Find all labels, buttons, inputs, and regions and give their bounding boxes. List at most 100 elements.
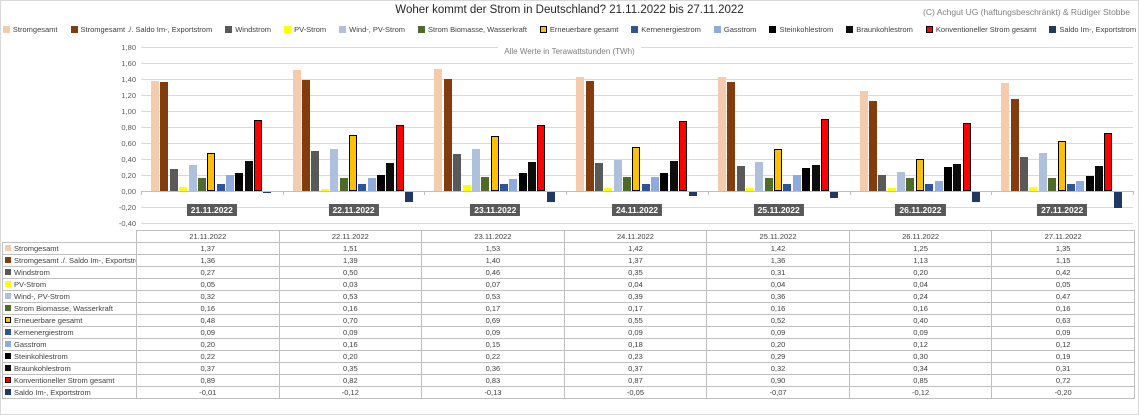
table-value-cell: 0,09 <box>848 326 993 339</box>
table-value-cell: 1,53 <box>421 242 565 255</box>
bar <box>386 163 395 191</box>
legend-item: Braunkohlestrom <box>846 25 913 34</box>
table-value-cell: 0,83 <box>421 374 565 387</box>
bar <box>160 82 169 191</box>
axis-units-wrap: Alle Werte in Terawattstunden (TWh) <box>1 41 1138 59</box>
y-axis-tick-label: 0,00 <box>121 186 136 196</box>
bar <box>471 148 480 191</box>
chart-legend: Stromgesamt Stromgesamt ./. Saldo Im-, Ex… <box>1 25 1138 34</box>
bar <box>311 151 320 191</box>
y-axis-tick-label: 0,60 <box>121 138 136 148</box>
table-value-cell: 0,31 <box>706 266 850 279</box>
bar <box>820 119 829 191</box>
table-series-label-cell: Gasstrom <box>2 338 137 351</box>
table-value-cell: 0,20 <box>848 266 993 279</box>
bar <box>613 159 622 191</box>
table-row: Wind-, PV-Strom 0,32 0,53 0,53 0,39 0,36 0,24 0… <box>2 290 1135 303</box>
legend-swatch-icon <box>1049 26 1057 33</box>
bar <box>1038 153 1047 191</box>
bar <box>235 173 244 191</box>
table-value-cell: 0,39 <box>563 290 708 303</box>
bar <box>462 185 471 191</box>
bar <box>197 178 206 191</box>
table-value-cell: 0,35 <box>563 266 708 279</box>
table-value-cell: 0,52 <box>706 314 850 327</box>
table-value-cell: 0,85 <box>848 374 993 387</box>
bar <box>377 175 385 191</box>
x-axis-category-label: 21.11.2022 <box>186 204 237 216</box>
bar <box>151 81 159 191</box>
y-axis-tick-label: 1,40 <box>121 74 136 84</box>
x-axis-category-label: 25.11.2022 <box>753 204 804 216</box>
bar <box>1029 187 1038 191</box>
table-value-cell: 0,90 <box>706 374 850 387</box>
table-series-label-cell: Stromgesamt <box>2 242 137 255</box>
bar <box>263 192 272 193</box>
y-axis-tick-label: -0,20 <box>118 202 136 212</box>
table-series-label-cell: Wind-, PV-Strom <box>2 290 137 303</box>
legend-item: Windstrom <box>225 25 271 34</box>
y-axis-tick-label: 1,00 <box>121 106 136 116</box>
table-row: Gasstrom 0,20 0,16 0,15 0,18 0,20 0,12 0,12 <box>2 338 1135 351</box>
table-series-label-cell: Braunkohlestrom <box>2 362 137 375</box>
bar <box>367 178 376 191</box>
legend-label: Erneuerbare gesamt <box>549 25 619 34</box>
table-value-cell: 1,36 <box>706 254 850 267</box>
table-value-cell: 1,40 <box>421 254 565 267</box>
table-value-cell: 0,53 <box>421 290 565 303</box>
bar <box>669 161 678 191</box>
legend-item: Wind-, PV-Strom <box>339 25 405 34</box>
bar <box>405 192 414 202</box>
bar <box>490 135 499 191</box>
bar <box>717 77 726 191</box>
legend-label: Konventioneller Strom gesamt <box>935 25 1037 34</box>
bar <box>764 178 773 191</box>
table-value-cell: 0,82 <box>278 374 423 387</box>
bar <box>811 165 820 191</box>
table-value-cell: 0,53 <box>278 290 423 303</box>
series-name: Steinkohlestrom <box>14 352 68 361</box>
legend-label: Braunkohlestrom <box>856 25 913 34</box>
bar <box>1085 175 1094 191</box>
table-value-cell: 0,19 <box>991 350 1135 363</box>
series-color-icon <box>5 293 11 300</box>
legend-swatch-icon <box>339 26 347 33</box>
bar <box>1010 99 1019 191</box>
table-value-cell: 0,72 <box>991 374 1135 387</box>
series-name: Stromgesamt <box>14 244 59 253</box>
table-value-cell: 0,63 <box>991 314 1135 327</box>
table-value-cell: 0,22 <box>421 350 565 363</box>
table-value-cell: 0,16 <box>278 338 423 351</box>
legend-swatch-icon <box>539 26 547 33</box>
axis-units-label: Alle Werte in Terawattstunden (TWh) <box>498 47 641 56</box>
series-name: Strom Biomasse, Wasserkraft <box>14 304 113 313</box>
bar <box>755 162 764 191</box>
bar <box>330 148 339 191</box>
bar <box>500 183 508 191</box>
legend-item: Strom Biomasse, Wasserkraft <box>418 25 527 34</box>
table-date-header: 26.11.2022 <box>848 230 993 243</box>
table-value-cell: 1,42 <box>706 242 850 255</box>
table-series-label-cell: Saldo Im-, Exportstrom <box>2 386 137 399</box>
series-color-icon <box>5 329 11 336</box>
table-value-cell: 0,34 <box>848 362 993 375</box>
series-name: Gasstrom <box>14 340 47 349</box>
legend-label: Saldo Im-, Exportstrom <box>1059 25 1137 34</box>
table-value-cell: 0,37 <box>136 362 280 375</box>
legend-label: Stromgesamt ./. Saldo Im-, Exportstrom <box>80 25 213 34</box>
x-axis-line <box>141 191 1133 192</box>
table-value-cell: 0,55 <box>563 314 708 327</box>
gridline <box>141 95 1133 96</box>
table-value-cell: 0,70 <box>278 314 423 327</box>
bar <box>509 179 518 191</box>
x-axis-tick <box>1133 191 1134 195</box>
bar <box>207 152 216 191</box>
bar <box>688 192 697 196</box>
y-axis-tick-label: 1,60 <box>121 58 136 68</box>
y-axis-tick-label: 0,40 <box>121 154 136 164</box>
bar <box>623 177 631 191</box>
table-value-cell: 0,40 <box>848 314 993 327</box>
table-value-cell: 0,12 <box>991 338 1135 351</box>
table-value-cell: 1,15 <box>991 254 1135 267</box>
